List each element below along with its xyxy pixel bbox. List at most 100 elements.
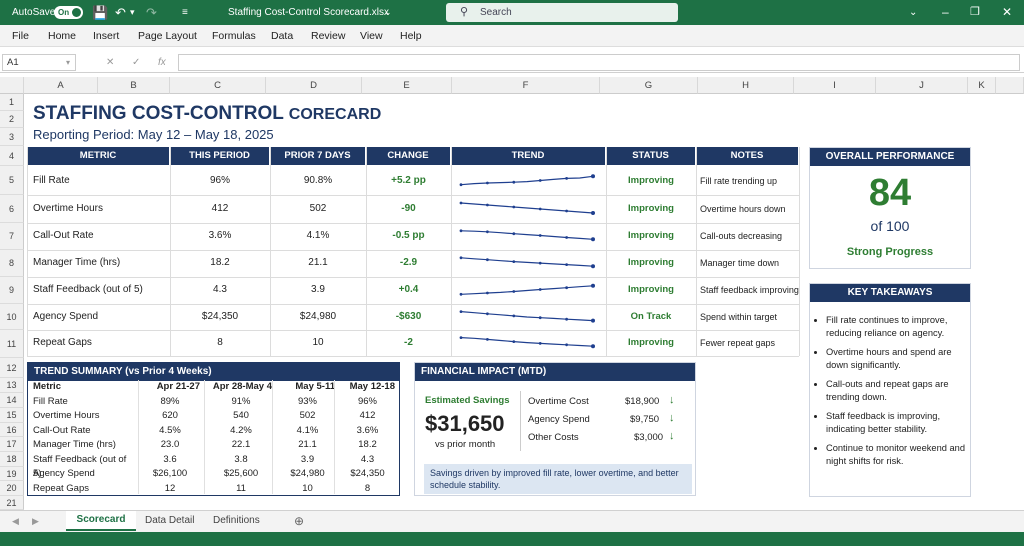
trend-summary-cell[interactable]: 8 — [364, 482, 371, 494]
insert-function-icon[interactable]: fx — [158, 57, 166, 68]
trend-summary-cell[interactable]: 10 — [302, 482, 313, 494]
row-header-18[interactable]: 18 — [0, 452, 24, 467]
trend-summary-cell[interactable]: $24,980 — [290, 468, 325, 479]
trend-summary-cell[interactable]: Manager Time (hrs) — [33, 439, 116, 450]
trend-summary-cell[interactable]: 93% — [297, 395, 317, 407]
menu-insert[interactable]: Insert — [93, 30, 120, 42]
current-overtime-hours[interactable]: 412 — [211, 203, 229, 214]
metric-manager-time[interactable]: Manager Time (hrs) — [33, 257, 121, 268]
menu-view[interactable]: View — [360, 30, 383, 42]
trend-summary-cell[interactable]: 22.1 — [231, 439, 251, 450]
menu-file[interactable]: File — [12, 30, 29, 42]
trend-summary-column-header[interactable]: Apr 28-May 4 — [212, 381, 272, 392]
row-header-5[interactable]: 5 — [0, 166, 24, 195]
current-fill-rate[interactable]: 96% — [209, 175, 230, 186]
note-call-out-rate[interactable]: Call-outs decreasing — [700, 231, 783, 241]
trend-summary-cell[interactable]: 91% — [231, 395, 251, 407]
trend-summary-cell[interactable]: 18.2 — [358, 439, 377, 450]
current-call-out-rate[interactable]: 3.6% — [208, 230, 232, 241]
status-overtime-hours[interactable]: Improving — [628, 203, 674, 214]
namebox-dropdown-icon[interactable]: ▾ — [66, 58, 71, 67]
trend-summary-cell[interactable]: 3.8 — [234, 453, 248, 465]
close-icon[interactable]: ✕ — [1002, 5, 1013, 19]
trend-summary-column-header[interactable]: Metric — [33, 381, 61, 392]
note-manager-time[interactable]: Manager time down — [700, 258, 780, 268]
row-header-3[interactable]: 3 — [0, 128, 24, 146]
metric-call-out-rate[interactable]: Call-Out Rate — [33, 230, 94, 241]
note-overtime-hours[interactable]: Overtime hours down — [700, 204, 786, 214]
column-header-e[interactable]: E — [362, 77, 452, 94]
trend-summary-cell[interactable]: 23.0 — [160, 439, 180, 450]
note-fill-rate[interactable]: Fill rate trending up — [700, 176, 778, 186]
filename-chevron-icon[interactable]: ⌄ — [384, 7, 392, 17]
prev-sheet-icon[interactable]: ◀ — [12, 516, 19, 526]
trend-summary-cell[interactable]: $26,100 — [152, 468, 188, 479]
trend-summary-cell[interactable]: 3.9 — [300, 453, 315, 465]
status-fill-rate[interactable]: Improving — [628, 175, 674, 186]
column-header-b[interactable]: B — [98, 77, 170, 94]
tab-data-detail[interactable]: Data Detail — [145, 515, 195, 526]
status-staff-feedback[interactable]: Improving — [628, 284, 674, 295]
restore-icon[interactable]: ❐ — [970, 6, 980, 18]
column-header-j[interactable]: J — [876, 77, 968, 94]
note-agency-spend[interactable]: Spend within target — [700, 312, 778, 322]
note-staff-feedback[interactable]: Staff feedback improving — [700, 285, 799, 295]
change-agency-spend[interactable]: -$630 — [395, 311, 422, 322]
row-header-20[interactable]: 20 — [0, 481, 24, 496]
status-manager-time[interactable]: Improving — [628, 257, 674, 268]
trend-summary-cell[interactable]: 96% — [357, 395, 377, 407]
tab-definitions[interactable]: Definitions — [213, 515, 260, 526]
trend-summary-cell[interactable]: 620 — [162, 410, 178, 421]
search-box[interactable]: ⚲ Search — [446, 3, 678, 22]
row-header-14[interactable]: 14 — [0, 393, 24, 408]
row-header-10[interactable]: 10 — [0, 304, 24, 330]
row-header-19[interactable]: 19 — [0, 467, 24, 481]
trend-summary-cell[interactable]: 4.5% — [159, 424, 181, 436]
row-header-16[interactable]: 16 — [0, 423, 24, 437]
minimize-icon[interactable]: – — [942, 5, 949, 19]
change-repeat-gaps[interactable]: -2 — [404, 337, 413, 348]
trend-summary-cell[interactable]: 3.6% — [356, 424, 379, 436]
current-manager-time[interactable]: 18.2 — [210, 257, 230, 268]
column-header-i[interactable]: I — [794, 77, 876, 94]
file-name[interactable]: Staffing Cost-Control Scorecard.xlsx — [228, 7, 389, 18]
trend-summary-cell[interactable]: Agency Spend — [33, 468, 95, 479]
column-header-d[interactable]: D — [266, 77, 362, 94]
menu-help[interactable]: Help — [400, 30, 422, 42]
name-box[interactable]: A1 — [2, 54, 76, 71]
prior-manager-time[interactable]: 21.1 — [308, 257, 328, 268]
cancel-icon[interactable]: ✕ — [106, 57, 115, 68]
column-header-c[interactable]: C — [170, 77, 266, 94]
change-staff-feedback[interactable]: +0.4 — [398, 284, 419, 295]
current-agency-spend[interactable]: $24,350 — [201, 311, 239, 322]
autosave-toggle[interactable]: On — [54, 6, 83, 19]
status-repeat-gaps[interactable]: Improving — [628, 337, 674, 348]
prior-repeat-gaps[interactable]: 10 — [312, 337, 324, 348]
metric-staff-feedback[interactable]: Staff Feedback (out of 5) — [33, 284, 143, 295]
menu-data[interactable]: Data — [271, 30, 294, 42]
trend-summary-column-header[interactable]: May 12-18 — [349, 381, 395, 392]
column-header-f[interactable]: F — [452, 77, 600, 94]
row-header-1[interactable]: 1 — [0, 94, 24, 111]
trend-summary-cell[interactable]: 89% — [160, 395, 180, 407]
trend-summary-column-header[interactable]: May 5-11 — [295, 381, 335, 392]
trend-summary-cell[interactable]: Staff Feedback (out of 5) — [33, 453, 127, 480]
status-agency-spend[interactable]: On Track — [630, 311, 672, 322]
row-header-17[interactable]: 17 — [0, 437, 24, 452]
current-repeat-gaps[interactable]: 8 — [217, 337, 223, 348]
formula-input[interactable] — [178, 54, 1020, 71]
column-header-g[interactable]: G — [600, 77, 698, 94]
trend-summary-cell[interactable]: 412 — [359, 410, 376, 421]
menu-review[interactable]: Review — [311, 30, 346, 42]
redo-icon[interactable]: ↷ — [146, 5, 157, 20]
metric-agency-spend[interactable]: Agency Spend — [33, 311, 99, 322]
select-all-corner[interactable] — [0, 77, 24, 94]
ribbon-options-icon[interactable]: ⌄ — [909, 7, 918, 18]
prior-agency-spend[interactable]: $24,980 — [299, 311, 337, 322]
tab-scorecard[interactable]: Scorecard — [66, 511, 136, 531]
trend-summary-cell[interactable]: 12 — [164, 482, 176, 494]
row-header-15[interactable]: 15 — [0, 408, 24, 423]
trend-summary-cell[interactable]: 21.1 — [298, 439, 317, 450]
add-sheet-icon[interactable]: ⊕ — [294, 514, 305, 528]
trend-summary-cell[interactable]: Call-Out Rate — [33, 424, 91, 436]
